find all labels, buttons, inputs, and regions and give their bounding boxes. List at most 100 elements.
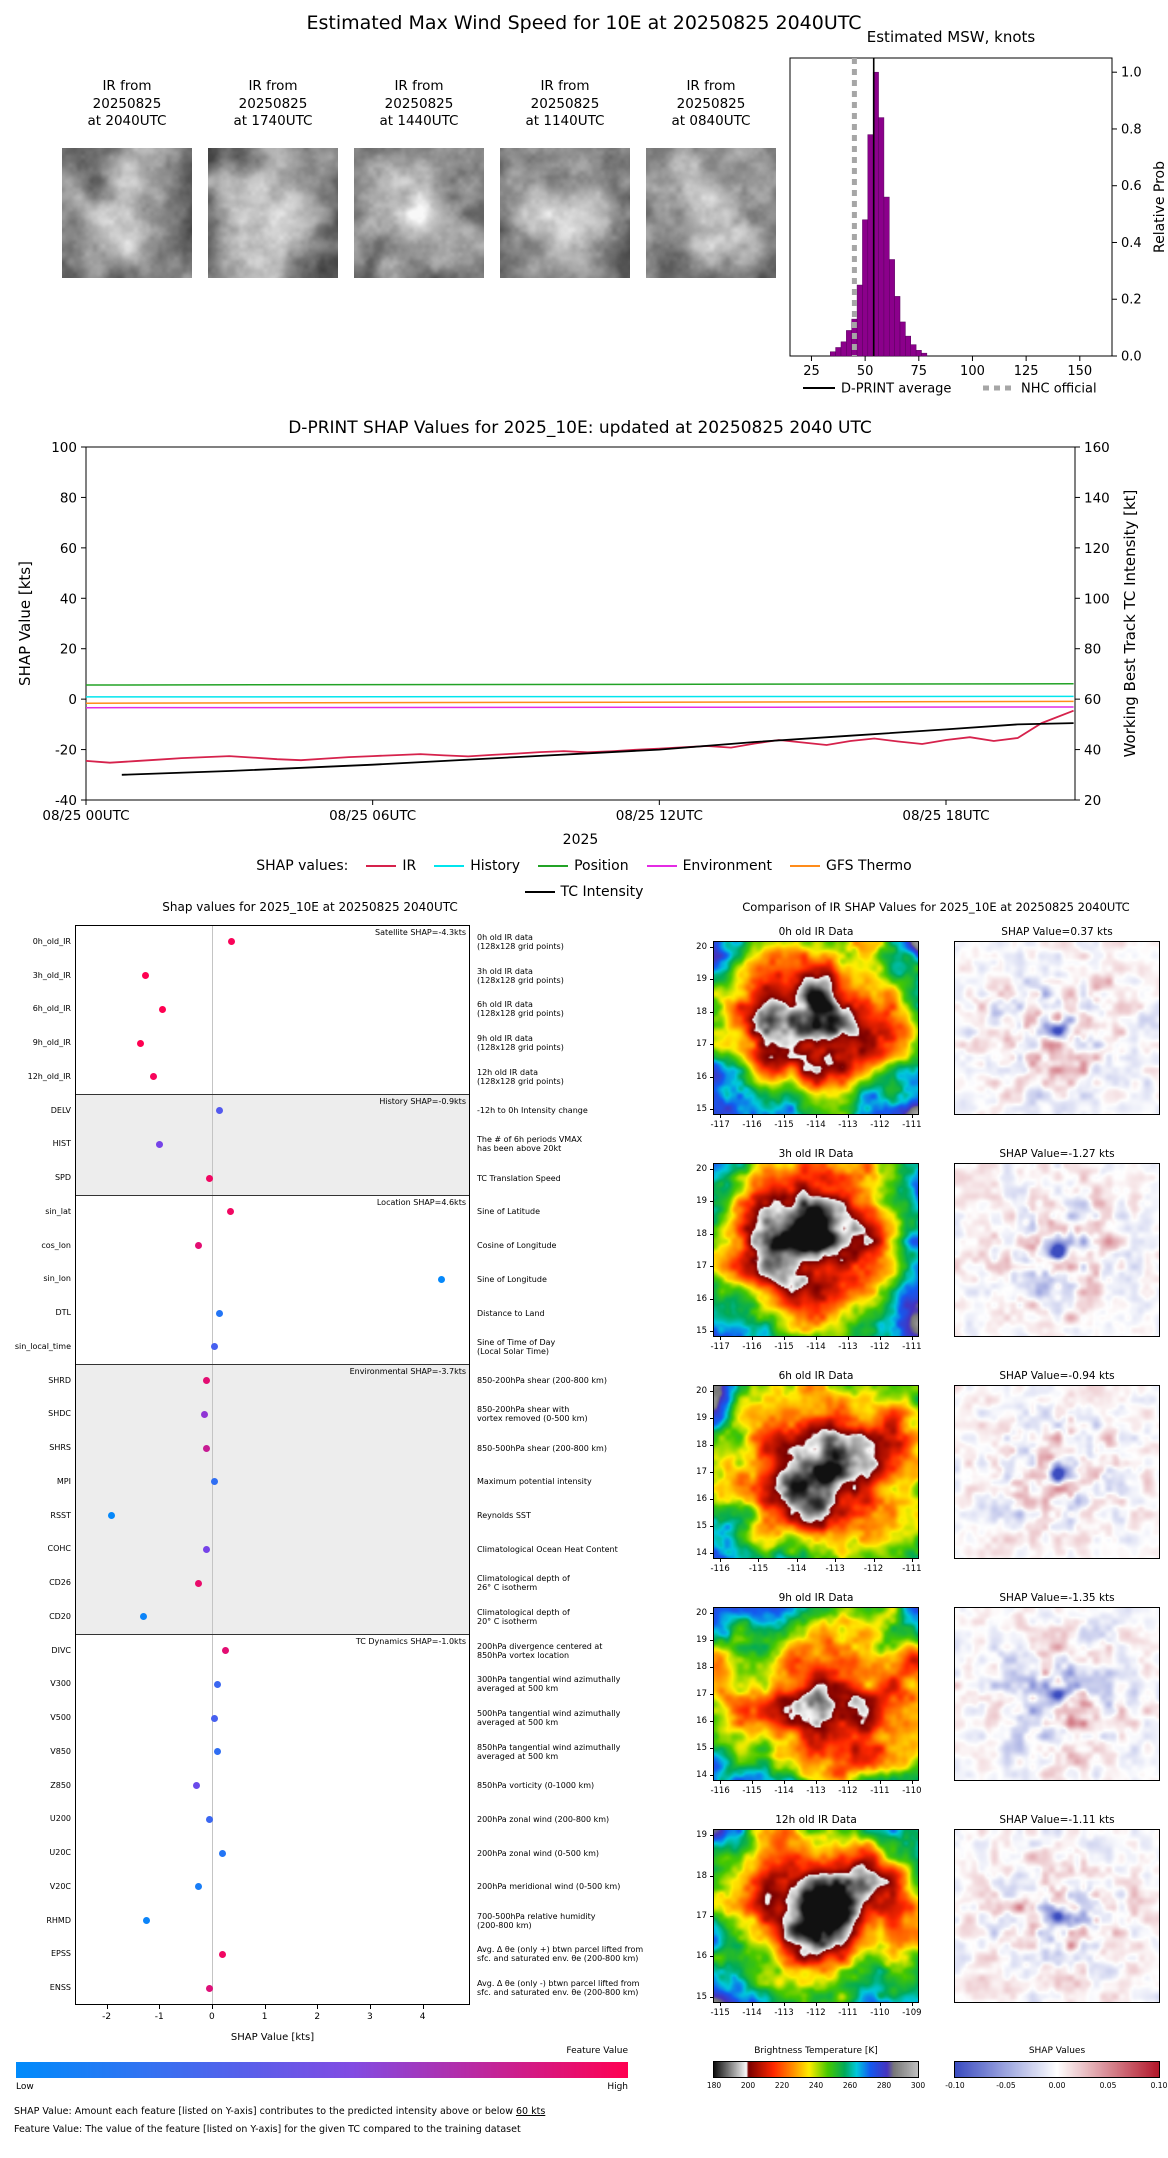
shap-dot — [205, 1815, 213, 1823]
feature-row-label: 6h_old_IR — [32, 1004, 71, 1014]
hist-bar — [830, 351, 836, 357]
feature-annotation: The # of 6h periods VMAX has been above … — [477, 1135, 583, 1154]
lon-tick-label: -111 — [902, 1564, 922, 1574]
group-separator — [75, 1633, 470, 1635]
feature-annotation: 850hPa tangential wind azimuthally avera… — [477, 1742, 621, 1761]
series-TC-Intensity — [121, 722, 1074, 776]
lat-tick-label: 16 — [696, 1715, 707, 1726]
shap-dot — [203, 1444, 211, 1452]
lon-tick-label: -113 — [838, 1342, 858, 1352]
lat-tick-label: 20 — [696, 1164, 707, 1175]
ir-thumb-label: IR from 20250825 at 2040UTC — [87, 78, 167, 130]
legend-swatch-History — [434, 865, 465, 867]
shap-dot — [155, 1140, 163, 1148]
group-header: Environmental SHAP=-3.7kts — [349, 1366, 466, 1376]
feature-row-label: U200 — [49, 1814, 71, 1824]
group-header: History SHAP=-0.9kts — [379, 1096, 466, 1106]
feature-annotation: 500hPa tangential wind azimuthally avera… — [477, 1709, 621, 1728]
lat-tick-label: 14 — [696, 1547, 707, 1558]
feature-annotation: Climatological Ocean Heat Content — [477, 1544, 618, 1554]
lon-tick-label: -112 — [870, 1342, 890, 1352]
legend-label: History — [470, 858, 521, 874]
tick-mark — [752, 1336, 754, 1340]
feature-row-label: SHRS — [49, 1443, 71, 1453]
shap-dot — [158, 1005, 166, 1013]
feature-annotation: 850-200hPa shear with vortex removed (0-… — [477, 1405, 588, 1424]
hist-bar — [846, 330, 852, 357]
tick-mark — [879, 1114, 881, 1118]
feature-row-label: HIST — [52, 1139, 71, 1149]
y-tick-label: 0.2 — [1121, 293, 1142, 308]
feature-colorbar-label: Feature Value — [566, 2046, 628, 2056]
timeseries-title: D-PRINT SHAP Values for 2025_10E: update… — [288, 418, 872, 438]
shap-cbar-tick-label: 0.00 — [1048, 2081, 1066, 2090]
timeseries-ylabel-left: SHAP Value [kts] — [16, 561, 34, 686]
feature-annotation: 12h old IR data (128x128 grid points) — [477, 1067, 564, 1086]
lon-tick-label: -109 — [902, 2008, 922, 2018]
group-header: Satellite SHAP=-4.3kts — [375, 928, 466, 937]
bt-tick-label: 180 — [706, 2081, 722, 2090]
shap-map-canvas — [954, 1385, 1160, 1559]
feature-annotation: 200hPa meridional wind (0-500 km) — [477, 1882, 621, 1892]
lon-tick-label: -117 — [710, 1120, 730, 1130]
feature-annotation: Climatological depth of 20° C isotherm — [477, 1607, 570, 1626]
tick-mark — [710, 947, 714, 949]
y-tick-label: 0.6 — [1121, 179, 1142, 194]
legend-swatch-GFS-Thermo — [789, 865, 820, 867]
lat-tick-label: 19 — [696, 1830, 707, 1841]
lon-tick-label: -114 — [774, 1786, 794, 1796]
hist-bar — [905, 335, 911, 357]
hist-bar — [921, 352, 928, 357]
legend-swatch-Environment — [646, 865, 677, 867]
x-tick-label: 100 — [960, 364, 985, 379]
feature-annotation: 200hPa divergence centered at 850hPa vor… — [477, 1641, 603, 1660]
shap-dot — [437, 1275, 445, 1283]
group-band — [75, 1363, 470, 1634]
lat-tick-label: 15 — [696, 1103, 707, 1114]
x-tick-label: -1 — [154, 2012, 164, 2022]
lat-tick-label: 18 — [696, 1440, 707, 1451]
shap-colorbar — [954, 2061, 1160, 2078]
tick-mark — [710, 1108, 714, 1110]
tick-mark — [106, 2005, 108, 2009]
feature-row-label: V20C — [49, 1881, 71, 1891]
lat-tick-label: 17 — [696, 1911, 707, 1921]
tick-mark — [847, 2002, 849, 2006]
lat-tick-label: 15 — [696, 1520, 707, 1531]
shap-map-canvas — [954, 1163, 1160, 1337]
tick-mark — [710, 1613, 714, 1615]
bt-tick-label: 240 — [808, 2081, 824, 2090]
tick-mark — [369, 2005, 371, 2009]
y-tick-right: 100 — [1084, 591, 1110, 607]
shap-dot — [141, 972, 149, 980]
lat-tick-label: 16 — [696, 1493, 707, 1504]
tick-mark — [710, 1330, 714, 1332]
tick-mark — [710, 1044, 714, 1046]
lon-tick-label: -111 — [902, 1120, 922, 1130]
feature-annotation: 6h old IR data (128x128 grid points) — [477, 1000, 564, 1019]
tick-mark — [847, 1336, 849, 1340]
feature-annotation: 0h old IR data (128x128 grid points) — [477, 932, 564, 951]
ir-thumb-label: IR from 20250825 at 0840UTC — [671, 78, 751, 130]
shap-dot — [139, 1613, 147, 1621]
tick-mark — [710, 1956, 714, 1958]
lat-tick-label: 17 — [696, 1467, 707, 1477]
feature-annotation: 3h old IR data (128x128 grid points) — [477, 966, 564, 985]
feature-row-label: U20C — [49, 1848, 71, 1858]
tick-mark — [211, 2005, 213, 2009]
shap-dot — [205, 1174, 213, 1182]
hist-bar — [840, 341, 847, 357]
feature-row-label: 12h_old_IR — [27, 1071, 71, 1081]
lon-tick-label: -111 — [870, 1786, 890, 1796]
tick-mark — [784, 2002, 786, 2006]
tick-mark — [710, 1667, 714, 1669]
shap-dot — [211, 1343, 219, 1351]
legend-swatch-IR — [366, 865, 397, 867]
ir-data-canvas — [713, 1829, 919, 2003]
zero-line — [211, 925, 213, 2005]
shap-dot — [218, 1849, 226, 1857]
x-tick-label: 150 — [1067, 364, 1092, 379]
feature-colorbar-high: High — [607, 2082, 628, 2092]
series-Position — [85, 683, 1074, 686]
